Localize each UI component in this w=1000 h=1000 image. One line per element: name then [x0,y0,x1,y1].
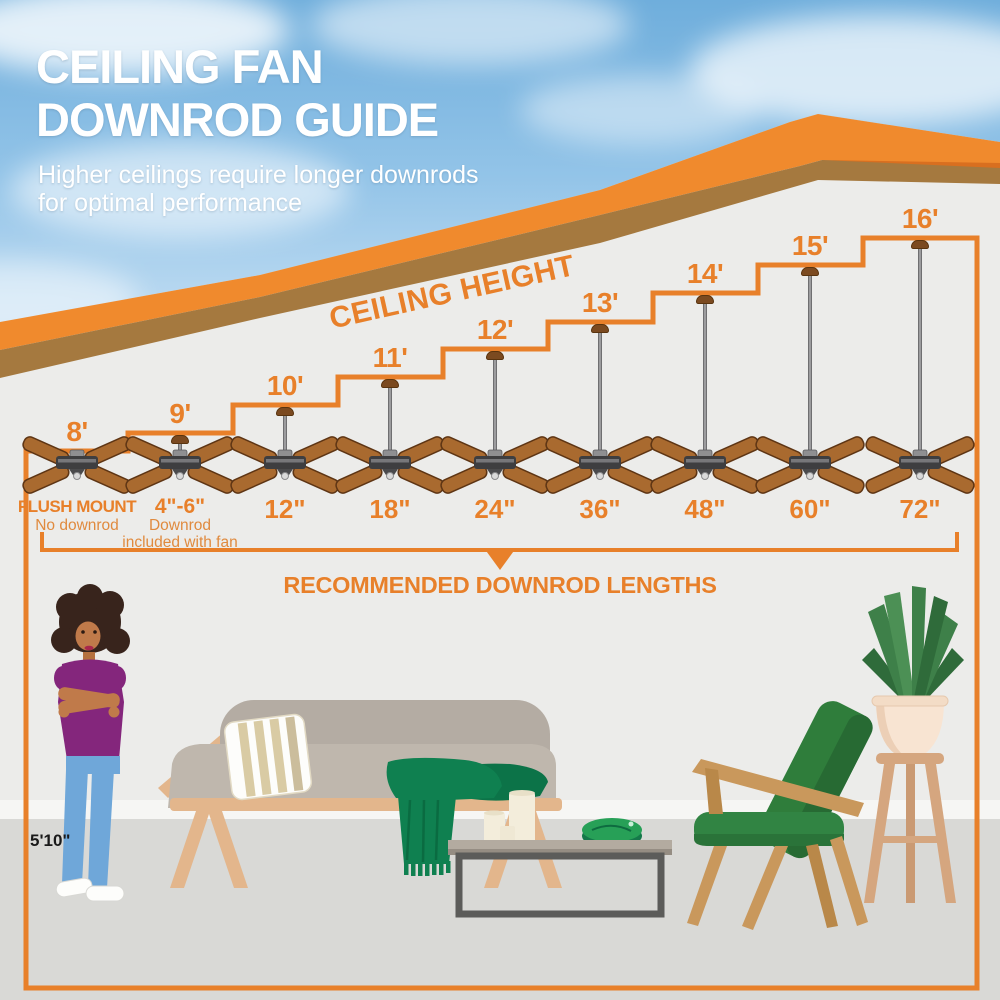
downrod-length-label: 48" [684,494,726,524]
downrod-length-label: 72" [899,494,941,524]
living-room-illustration [51,584,964,930]
title-line-2: DOWNROD GUIDE [36,93,439,146]
fan-canopy [171,435,189,444]
fan-downrod [918,246,922,451]
potted-plant-illustration [862,586,964,903]
recommended-downrod-lengths-label: RECOMMENDED DOWNROD LENGTHS [283,572,717,598]
fan-downrod [703,301,707,451]
fan-canopy [381,379,399,388]
ceiling-height-value: 11' [372,342,408,373]
subtitle-line-1: Higher ceilings require longer downrods [38,161,479,189]
fan-downrod [178,441,182,451]
page-title: CEILING FAN DOWNROD GUIDE [36,40,439,146]
roof-orange-band [0,114,1000,350]
ceiling-fan-icon [20,434,134,496]
clouds [0,0,1000,322]
sofa-illustration [158,700,562,888]
woman-illustration [51,584,130,902]
ceiling-height-value: 14' [686,258,724,289]
fan-canopy [486,351,504,360]
downrod-note: Downrod included with fan [122,517,238,551]
downrod-length-label: FLUSH MOUNT [17,497,137,516]
ceiling-height-value: 10' [266,370,304,401]
ceiling-height-value: 13' [581,287,619,318]
person-height-label: 5'10" [30,831,71,850]
fan-downrod [493,357,497,451]
ceiling-fan-icon [333,434,447,496]
ceiling-height-value: 15' [791,230,829,261]
fan-canopy [911,240,929,249]
downrod-length-label: 4"-6" [154,495,206,518]
fan-downrod [598,330,602,451]
stool-seat [876,753,944,764]
ceiling-height-value: 12' [476,314,514,345]
ceiling-height-value: 16' [901,203,939,234]
ceiling-fan-icon [438,434,552,496]
ceiling-height-value: 9' [169,398,191,429]
fan-downrod [283,413,287,451]
ceiling-fan-icon [753,434,867,496]
fan-canopy [276,407,294,416]
title-line-1: CEILING FAN [36,40,324,93]
candle [509,792,535,844]
striped-pillow [223,713,313,801]
fan-canopy [801,267,819,276]
fan-downrod [808,273,812,451]
ceiling-fan-icon [648,434,762,496]
ceiling-fan-icon [543,434,657,496]
ceiling-fan-icon [863,434,977,496]
ceiling-fan-icon [123,434,237,496]
sky-and-roof-illustration [0,0,1000,378]
downrod-note: No downrod [35,517,119,534]
ceiling-height-value: 8' [66,416,88,447]
downrod-length-label: 60" [789,494,831,524]
ceiling-staircase-line [23,235,980,991]
downrod-length-label: 36" [579,494,621,524]
armchair-illustration [687,701,873,930]
roof-brown-band [0,160,1000,378]
coffee-table-illustration [448,790,672,918]
green-throw-blanket [386,757,548,876]
subtitle-line-2: for optimal performance [38,189,303,217]
fan-canopy [591,324,609,333]
fan-downrod [388,385,392,451]
downrod-length-label: 18" [369,494,411,524]
downrod-length-label: 24" [474,494,516,524]
downrod-length-label: 12" [264,494,306,524]
page-subtitle: Higher ceilings require longer downrods … [38,161,479,217]
bracket-arrow-icon [484,548,516,570]
candle [500,826,515,844]
fan-canopy [696,295,714,304]
candle [484,812,505,844]
ceiling-fan-icon [228,434,342,496]
